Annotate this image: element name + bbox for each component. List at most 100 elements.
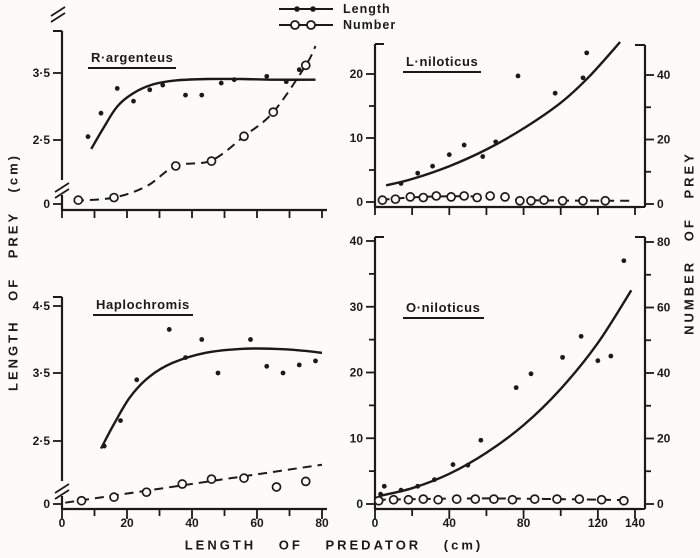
length-series-marker-icon: [279, 6, 333, 12]
length-trend-line: [99, 347, 323, 450]
number-point: [76, 495, 87, 506]
y-tick-label: 2·5: [33, 434, 51, 448]
number-tick-label: 0: [657, 497, 664, 511]
length-point: [578, 333, 584, 339]
number-tick-label: 60: [657, 301, 671, 315]
number-point: [526, 195, 536, 206]
x-tick-label: 140: [625, 516, 645, 530]
number-point: [388, 494, 399, 505]
number-point: [418, 494, 429, 504]
length-point: [85, 134, 91, 140]
number-point: [446, 192, 456, 202]
number-point: [405, 192, 416, 202]
legend-label-number: Number: [343, 18, 397, 32]
number-point: [515, 195, 525, 206]
number-point: [239, 473, 249, 483]
length-point: [134, 377, 140, 383]
length-point: [114, 86, 120, 91]
length-point: [398, 181, 404, 186]
y-tick-label: 40: [350, 234, 364, 248]
axis-break-icon: [54, 489, 70, 500]
x-tick-label: 80: [517, 516, 531, 530]
x-tick-label: 120: [588, 516, 608, 530]
number-point: [539, 195, 549, 205]
length-point: [215, 370, 221, 376]
number-point: [300, 476, 311, 487]
number-tick-label: 40: [657, 366, 671, 380]
length-point: [552, 90, 558, 96]
y-tick-label: 4·5: [33, 299, 51, 313]
number-point: [619, 495, 629, 506]
panel-title-l-niloticus: L·niloticus: [403, 54, 482, 73]
number-tick-label: 40: [657, 68, 671, 82]
number-trend-line: [376, 497, 626, 502]
number-trend-line: [74, 45, 317, 202]
number-point: [470, 494, 481, 504]
length-point: [280, 370, 286, 376]
panel-title-r-argenteus: R·argenteus: [88, 50, 177, 69]
length-point: [415, 483, 421, 489]
length-point: [264, 363, 270, 369]
y-axis-title-right: NUMBER OF PREY: [681, 151, 697, 335]
number-point: [459, 191, 469, 201]
number-point: [239, 131, 249, 142]
length-point: [513, 385, 519, 391]
length-trend-line: [90, 77, 316, 150]
axis-break-icon: [54, 182, 70, 193]
length-point: [584, 50, 590, 56]
number-point: [271, 482, 282, 492]
number-point: [433, 494, 443, 505]
length-point: [381, 483, 387, 489]
length-point: [608, 353, 614, 359]
length-point: [183, 355, 188, 360]
length-point: [493, 139, 499, 145]
number-point: [268, 107, 279, 117]
y-tick-label: 0: [356, 195, 363, 209]
x-tick-label: 60: [250, 516, 264, 530]
length-point: [528, 371, 534, 377]
panel-r-argenteus: 3·5 2·5 0: [33, 6, 327, 218]
number-tick-label: 0: [657, 197, 664, 211]
panel-l-niloticus: 20 10 0: [350, 41, 641, 215]
number-point: [141, 487, 152, 498]
length-point: [131, 98, 136, 104]
length-point: [199, 92, 205, 98]
y-tick-label: 0: [43, 497, 50, 511]
y-tick-label: 3·5: [33, 66, 51, 80]
number-point: [600, 195, 611, 206]
legend-label-length: Length: [343, 2, 391, 16]
number-axis-top: 40 20 0: [635, 44, 671, 211]
length-point: [98, 110, 104, 116]
length-point: [296, 67, 302, 73]
length-point: [480, 154, 486, 159]
number-point: [109, 192, 119, 203]
number-tick-label: 20: [657, 133, 671, 147]
number-point: [507, 494, 518, 505]
length-point: [378, 491, 383, 497]
length-point: [415, 170, 421, 176]
number-point: [377, 195, 388, 205]
number-point: [596, 494, 607, 505]
length-point: [101, 443, 107, 449]
number-point: [500, 192, 510, 202]
length-point: [147, 87, 153, 93]
length-trend-line: [378, 289, 633, 498]
length-point: [160, 82, 166, 88]
x-tick-label: 80: [315, 516, 329, 530]
number-point: [373, 495, 384, 506]
y-tick-label: 20: [350, 67, 364, 81]
number-point: [529, 494, 540, 504]
y-tick-label: 30: [350, 300, 364, 314]
length-point: [621, 258, 627, 264]
number-point: [451, 494, 462, 504]
length-point: [283, 79, 289, 85]
length-point: [432, 477, 437, 483]
y-tick-label: 10: [350, 431, 364, 445]
length-point: [248, 337, 253, 342]
number-point: [177, 479, 188, 489]
x-tick-label: 20: [120, 516, 134, 530]
panel-o-niloticus: 0 40 80 120 140 40 30 20 10 0: [350, 234, 646, 530]
length-point: [313, 358, 318, 364]
length-point: [580, 75, 586, 81]
